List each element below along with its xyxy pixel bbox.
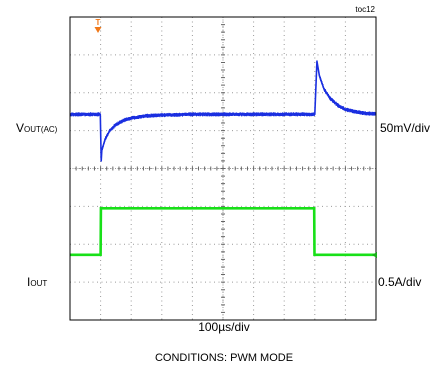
x-axis-label: 100µs/div <box>198 320 250 334</box>
iout-scale-label: 0.5A/div <box>378 275 421 289</box>
iout-label-sub: OUT <box>30 279 47 288</box>
iout-trace <box>70 206 376 257</box>
vout-channel-label: VOUT(AC) <box>16 121 58 135</box>
iout-level-marker-icon <box>372 252 377 258</box>
trigger-marker: T <box>94 18 102 33</box>
vout-trace <box>70 60 377 162</box>
figure-id: toc12 <box>355 5 375 14</box>
vout-label-main: V <box>16 121 24 135</box>
trigger-arrow-icon <box>94 27 102 33</box>
iout-channel-label: IOUT <box>27 275 47 289</box>
iout-label-main: I <box>27 275 30 289</box>
vout-scale-label: 50mV/div <box>380 121 430 135</box>
grid <box>69 16 377 321</box>
vout-label-sub: OUT(AC) <box>24 125 58 134</box>
plot-border <box>69 16 377 321</box>
conditions-note: CONDITIONS: PWM MODE <box>155 352 293 364</box>
trigger-marker-label: T <box>96 18 101 27</box>
